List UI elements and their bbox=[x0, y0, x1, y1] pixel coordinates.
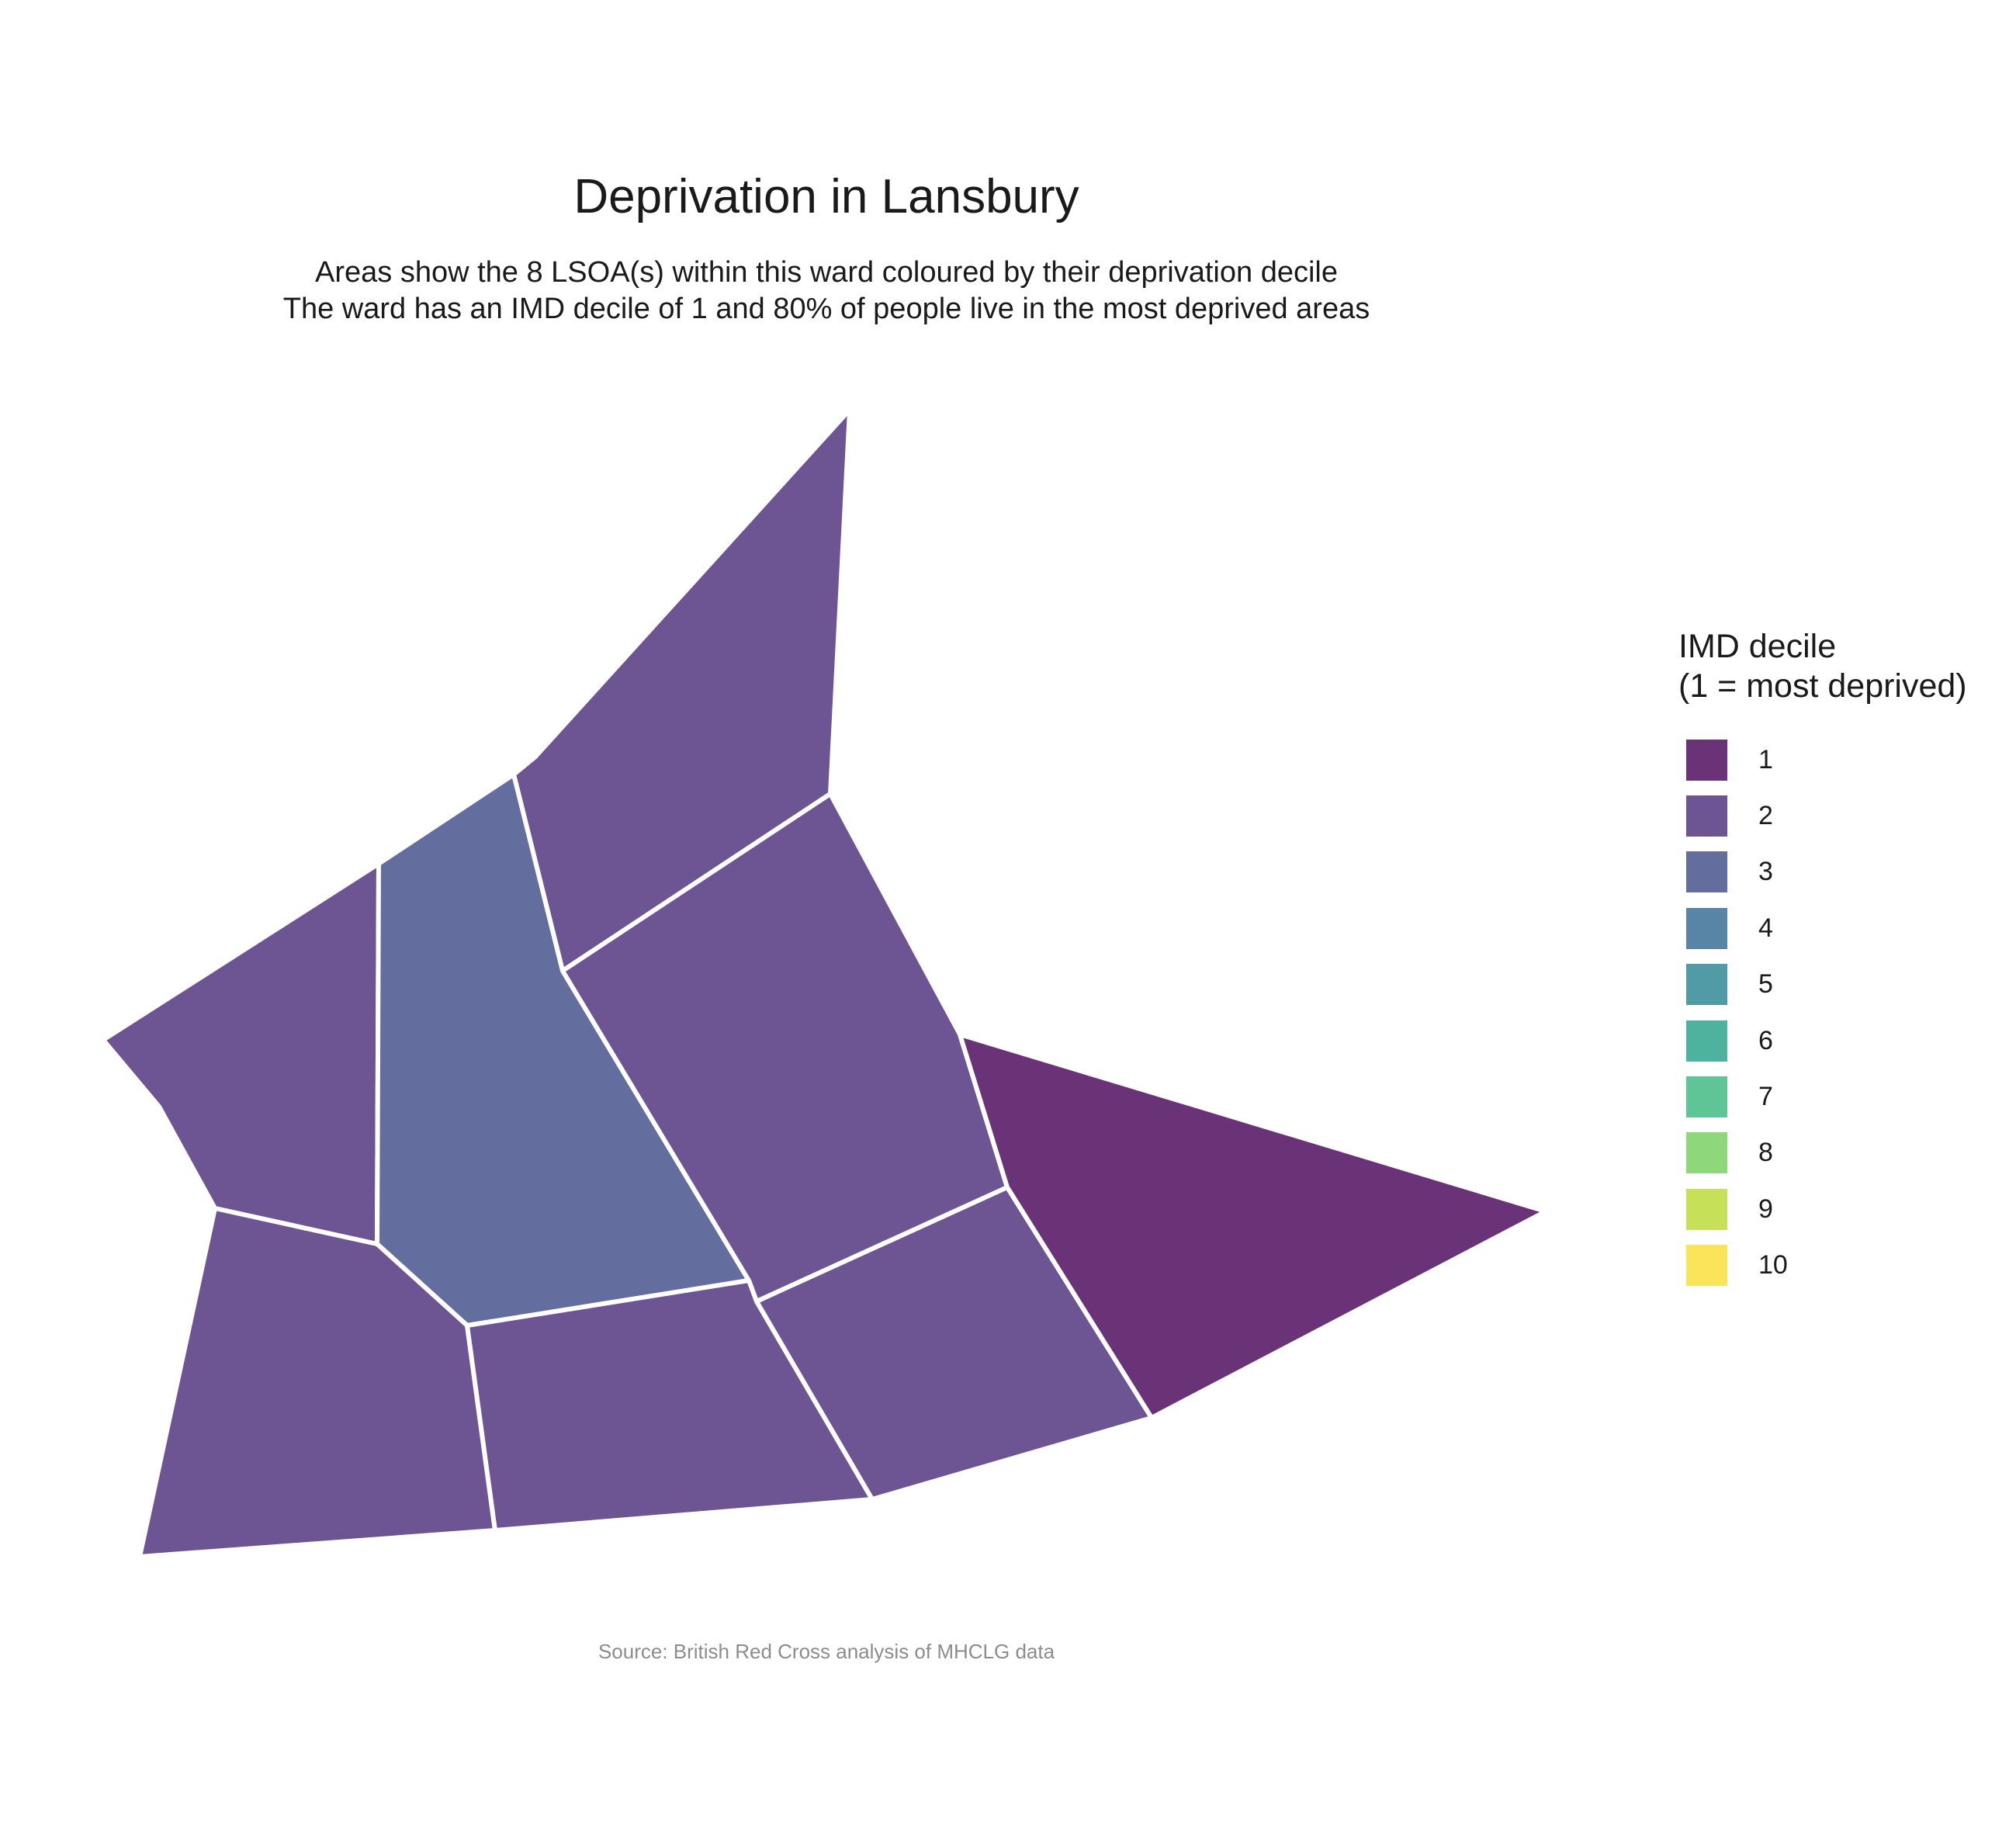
legend-item: 6 bbox=[1678, 1013, 1967, 1069]
legend-item: 2 bbox=[1678, 788, 1967, 844]
legend-label: 10 bbox=[1758, 1250, 1788, 1280]
legend-label: 4 bbox=[1758, 913, 1773, 943]
legend-label: 7 bbox=[1758, 1082, 1773, 1112]
legend-swatch bbox=[1686, 907, 1727, 949]
legend-swatch bbox=[1686, 1076, 1727, 1118]
subtitle-line-2: The ward has an IMD decile of 1 and 80% … bbox=[282, 293, 1370, 325]
legend-item: 7 bbox=[1678, 1069, 1967, 1124]
legend-item: 5 bbox=[1678, 957, 1967, 1013]
legend-label: 8 bbox=[1758, 1138, 1773, 1168]
legend-swatch bbox=[1686, 1132, 1727, 1174]
legend-item: 3 bbox=[1678, 844, 1967, 900]
legend-swatch bbox=[1686, 1245, 1727, 1287]
legend-swatch bbox=[1686, 739, 1727, 781]
legend-label: 9 bbox=[1758, 1194, 1773, 1224]
legend-title-line-2: (1 = most deprived) bbox=[1678, 667, 1967, 705]
legend-swatch bbox=[1686, 795, 1727, 837]
chart-title: Deprivation in Lansbury bbox=[573, 170, 1079, 223]
lsoa-area-south-east bbox=[754, 1185, 1154, 1502]
legend-label: 5 bbox=[1758, 969, 1773, 1000]
legend-item: 4 bbox=[1678, 900, 1967, 956]
legend-item: 9 bbox=[1678, 1181, 1967, 1237]
legend-label: 6 bbox=[1758, 1025, 1773, 1055]
source-caption: Source: British Red Cross analysis of MH… bbox=[598, 1640, 1055, 1663]
legend-item: 8 bbox=[1678, 1125, 1967, 1181]
legend-title: IMD decile (1 = most deprived) bbox=[1678, 627, 1967, 706]
legend-label: 3 bbox=[1758, 857, 1773, 887]
legend-swatch bbox=[1686, 851, 1727, 893]
lsoa-area-west bbox=[101, 861, 381, 1246]
legend-swatch bbox=[1686, 1188, 1727, 1230]
legend-swatch bbox=[1686, 1020, 1727, 1062]
legend-swatch bbox=[1686, 964, 1727, 1006]
legend-label: 2 bbox=[1758, 801, 1773, 831]
subtitle-line-1: Areas show the 8 LSOA(s) within this war… bbox=[315, 256, 1338, 289]
legend-label: 1 bbox=[1758, 744, 1773, 774]
legend-item: 1 bbox=[1678, 732, 1967, 788]
legend: IMD decile (1 = most deprived) 1 2 3 4 5… bbox=[1678, 627, 1967, 1294]
legend-title-line-1: IMD decile bbox=[1678, 628, 1837, 665]
legend-list: 1 2 3 4 5 6 7 8 bbox=[1678, 732, 1967, 1294]
legend-item: 10 bbox=[1678, 1238, 1967, 1294]
